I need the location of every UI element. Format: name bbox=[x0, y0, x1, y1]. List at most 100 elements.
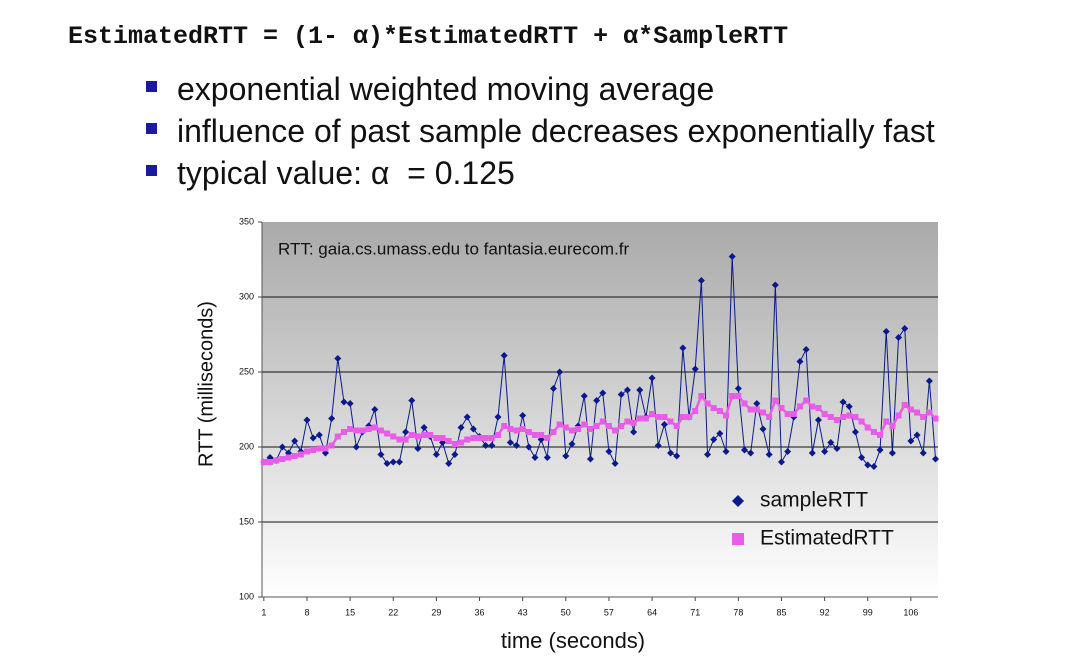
point bbox=[550, 429, 557, 435]
point bbox=[926, 409, 933, 416]
point bbox=[402, 428, 410, 436]
point bbox=[525, 429, 532, 435]
point bbox=[519, 426, 526, 432]
point bbox=[562, 452, 570, 460]
point bbox=[488, 442, 496, 449]
point bbox=[649, 411, 656, 417]
point bbox=[513, 442, 521, 449]
point bbox=[513, 427, 520, 434]
point bbox=[414, 433, 421, 440]
bullet: exponential weighted moving average bbox=[146, 68, 935, 110]
point bbox=[469, 425, 477, 433]
point bbox=[291, 453, 298, 459]
point bbox=[821, 448, 829, 455]
point bbox=[273, 457, 280, 464]
point bbox=[919, 449, 927, 457]
point bbox=[833, 417, 840, 423]
point bbox=[328, 442, 335, 449]
point bbox=[692, 408, 699, 414]
x-axis-label: time (seconds) bbox=[501, 628, 645, 653]
point bbox=[352, 443, 360, 451]
point bbox=[322, 445, 329, 452]
point bbox=[809, 403, 816, 410]
point bbox=[433, 435, 440, 441]
point bbox=[421, 432, 428, 438]
point bbox=[784, 411, 791, 417]
point bbox=[846, 412, 853, 419]
point bbox=[463, 413, 471, 421]
point bbox=[920, 414, 927, 420]
point bbox=[655, 414, 662, 420]
point bbox=[605, 448, 613, 455]
point bbox=[691, 365, 699, 373]
x-tick-label: 8 bbox=[304, 607, 309, 617]
point bbox=[482, 442, 490, 449]
point bbox=[777, 458, 785, 466]
point bbox=[285, 454, 292, 461]
y-tick-label: 100 bbox=[239, 591, 254, 601]
point bbox=[457, 424, 465, 431]
point bbox=[383, 460, 391, 467]
point bbox=[599, 418, 606, 425]
point bbox=[501, 423, 508, 429]
x-tick-label: 78 bbox=[733, 607, 743, 617]
point bbox=[297, 451, 304, 458]
point bbox=[642, 415, 649, 422]
point bbox=[495, 432, 502, 438]
point bbox=[753, 400, 761, 407]
point bbox=[390, 433, 397, 440]
point bbox=[654, 442, 662, 449]
point bbox=[414, 445, 422, 452]
point bbox=[623, 386, 631, 394]
x-tick-label: 1 bbox=[261, 607, 266, 617]
point bbox=[384, 430, 391, 437]
point bbox=[377, 427, 384, 434]
point bbox=[581, 421, 588, 428]
point bbox=[648, 374, 656, 382]
point bbox=[549, 385, 557, 392]
point bbox=[802, 346, 810, 353]
point bbox=[303, 416, 311, 424]
x-tick-label: 99 bbox=[863, 607, 873, 617]
point bbox=[771, 281, 779, 289]
point bbox=[328, 415, 336, 422]
point bbox=[568, 440, 576, 448]
x-tick-label: 15 bbox=[345, 607, 355, 617]
point bbox=[877, 432, 884, 438]
bullet: typical value: α = 0.125 bbox=[146, 152, 935, 194]
point bbox=[895, 412, 902, 419]
legend-marker bbox=[732, 495, 744, 507]
point bbox=[901, 402, 908, 408]
point bbox=[279, 456, 286, 462]
point bbox=[580, 392, 588, 400]
x-tick-label: 36 bbox=[475, 607, 485, 617]
point bbox=[420, 424, 428, 431]
point bbox=[907, 437, 915, 445]
point bbox=[901, 325, 909, 332]
point bbox=[728, 253, 736, 260]
point bbox=[734, 385, 742, 392]
point bbox=[667, 418, 674, 425]
point bbox=[315, 431, 323, 439]
x-tick-label: 71 bbox=[690, 607, 700, 617]
point bbox=[500, 352, 508, 359]
point bbox=[451, 451, 459, 458]
point bbox=[340, 398, 348, 406]
point bbox=[353, 427, 360, 434]
point bbox=[556, 368, 564, 376]
x-tick-label: 29 bbox=[431, 607, 441, 617]
point bbox=[630, 428, 638, 436]
point bbox=[544, 435, 551, 441]
point bbox=[851, 428, 859, 436]
point bbox=[377, 451, 385, 458]
point bbox=[334, 433, 341, 440]
point bbox=[543, 454, 551, 461]
point bbox=[408, 432, 415, 438]
point bbox=[458, 439, 465, 446]
point bbox=[451, 441, 458, 447]
point bbox=[427, 432, 434, 438]
point bbox=[586, 455, 594, 463]
formula: EstimatedRTT = (1- α)*EstimatedRTT + α*S… bbox=[68, 22, 789, 51]
point bbox=[839, 398, 847, 406]
point bbox=[371, 406, 379, 413]
